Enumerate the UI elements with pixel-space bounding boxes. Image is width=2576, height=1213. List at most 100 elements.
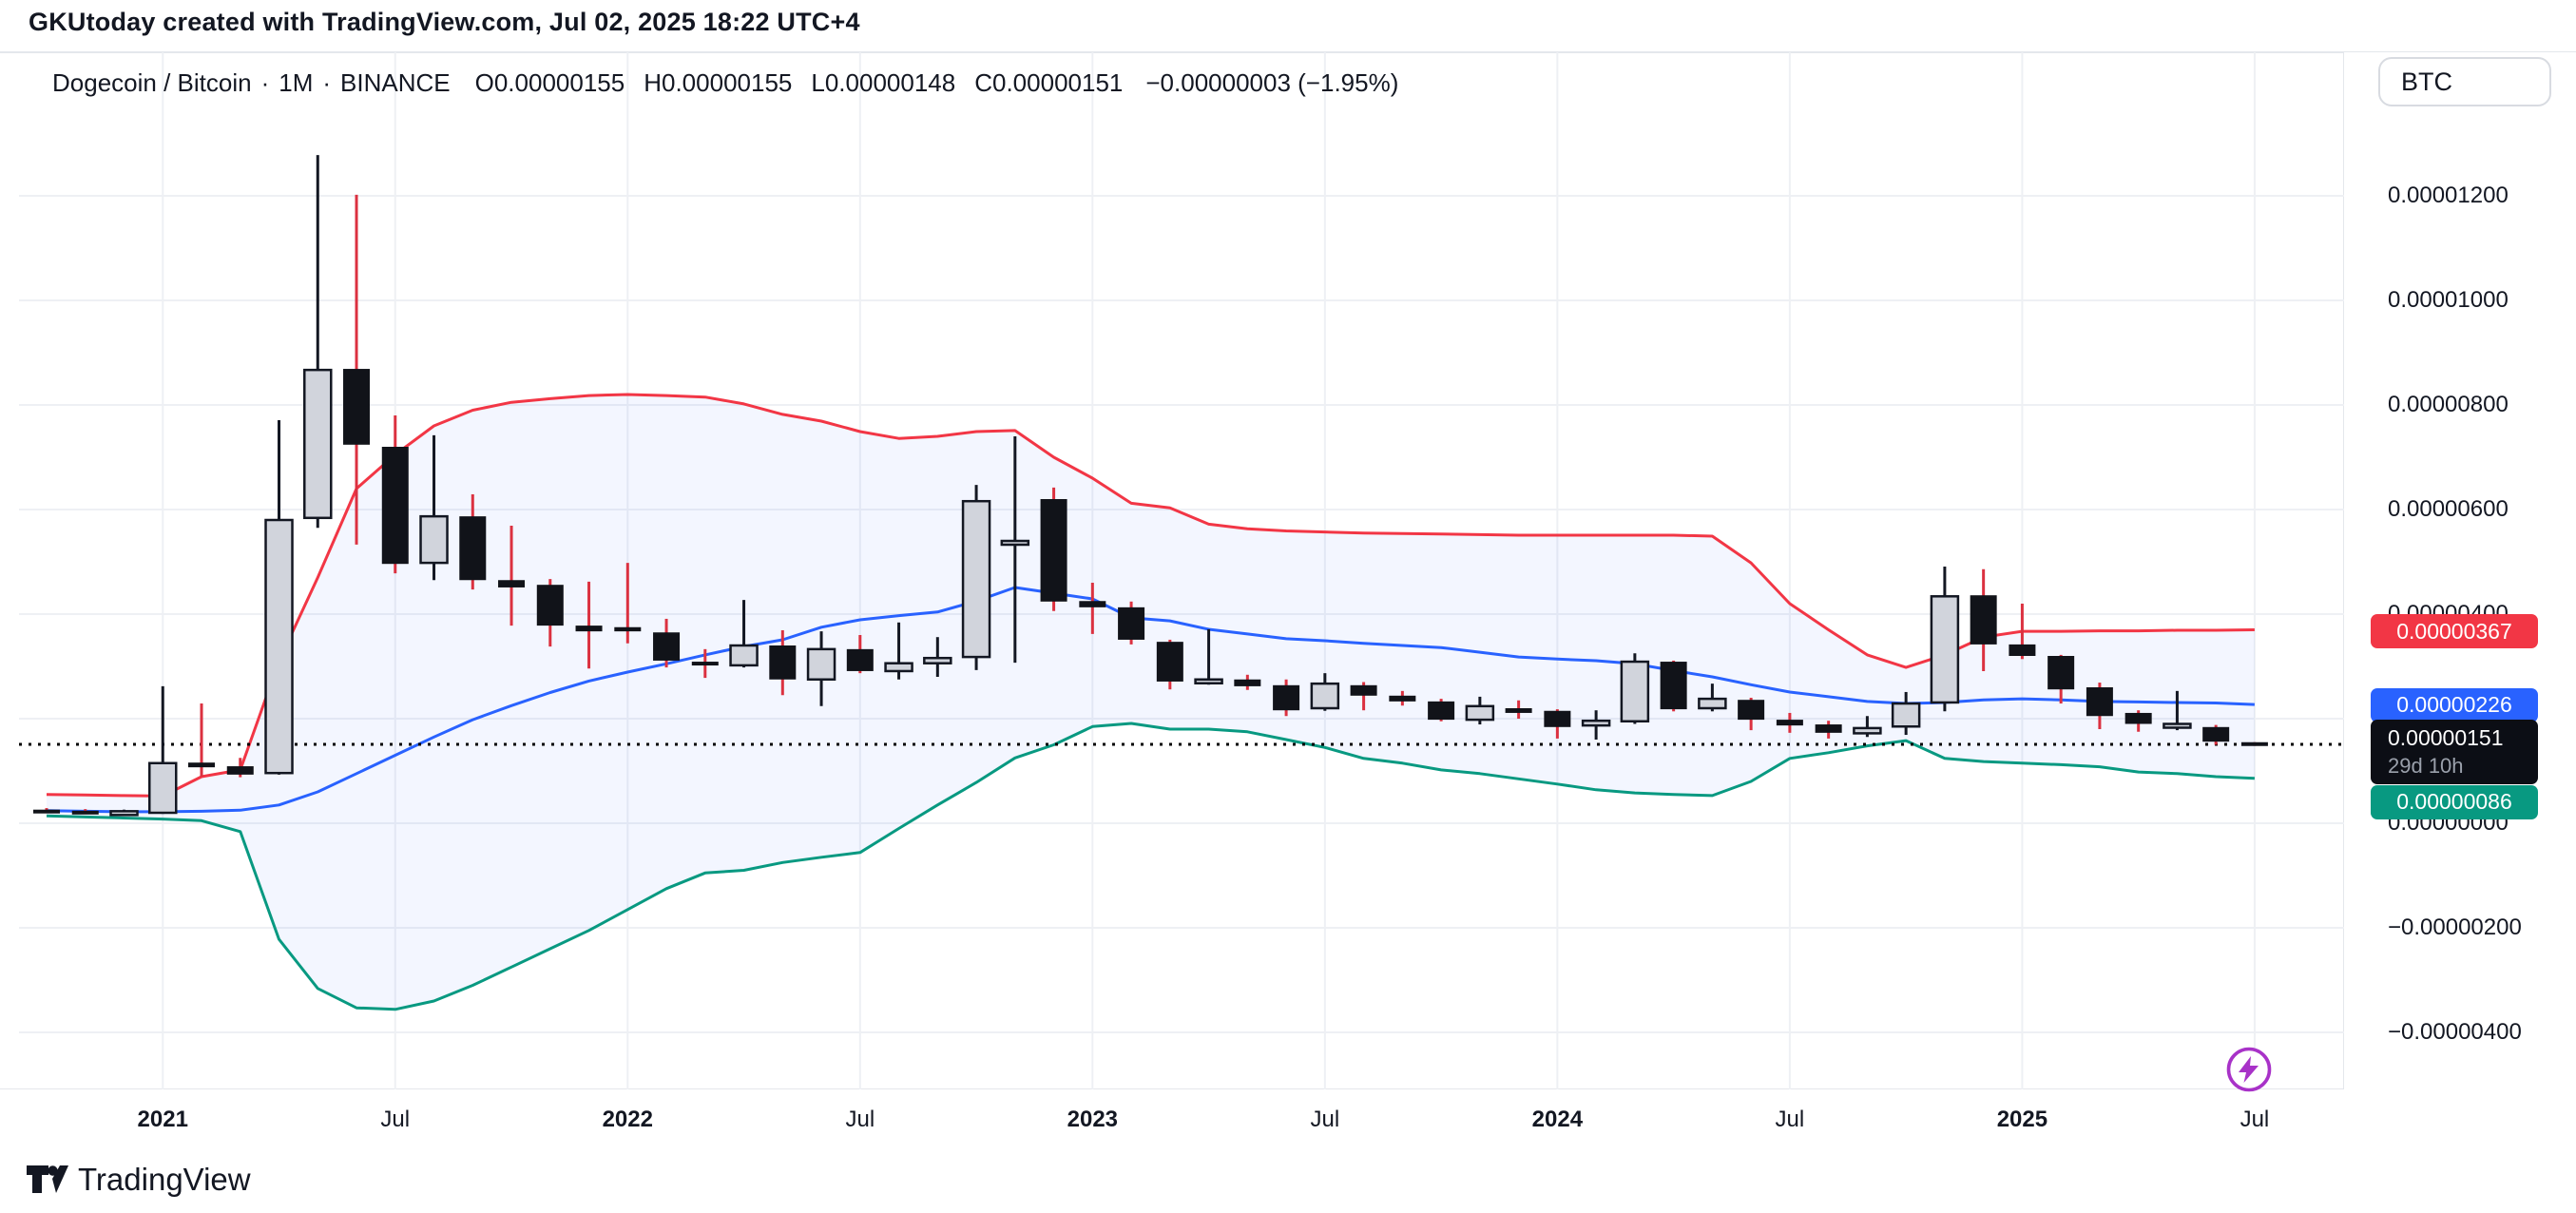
page-title: GKUtoday created with TradingView.com, J…: [29, 8, 860, 36]
candle-2021-03: [226, 758, 254, 778]
bollinger-upper-badge: 0.00000367: [2371, 614, 2538, 649]
candle-2022-01: [614, 563, 642, 644]
price-tick-label: 0.00000600: [2388, 496, 2509, 522]
candle-2022-05: [769, 630, 797, 696]
time-axis[interactable]: 2021 Jul 2022 Jul 2023 Jul 2024 Jul 2025 Jul: [0, 1089, 2576, 1150]
candle-2024-10: [1891, 691, 1921, 736]
time-tick-label: 2021: [137, 1107, 188, 1132]
candle-2024-09: [1853, 716, 1882, 738]
candle-2025-04: [2124, 710, 2152, 732]
candle-2023-01: [1079, 583, 1106, 634]
tradingview-logo-icon[interactable]: [27, 1164, 68, 1204]
candle-2023-09: [1389, 690, 1416, 706]
candle-2023-08: [1350, 682, 1377, 711]
candle-2025-01: [2009, 604, 2036, 660]
candle-2024-06: [1738, 698, 1765, 731]
candle-2021-05: [303, 155, 333, 529]
time-tick-label: Jul: [1310, 1107, 1340, 1132]
candle-2023-12: [1505, 700, 1532, 719]
candle-2024-07: [1776, 712, 1803, 733]
candle-2024-04: [1660, 660, 1687, 712]
candle-2022-06: [806, 631, 836, 706]
bar-countdown: 29d 10h: [2388, 753, 2464, 778]
candle-2024-12: [1970, 568, 1997, 671]
currency-label: BTC: [2401, 67, 2452, 96]
time-tick-label: 2023: [1067, 1107, 1119, 1132]
candle-2021-08: [419, 434, 449, 581]
legend-separator: ·: [322, 68, 332, 97]
candle-2023-03: [1156, 639, 1183, 690]
low-value: 0.00000148: [824, 68, 956, 97]
bollinger-middle-badge: 0.00000226: [2371, 687, 2538, 722]
symbol-name[interactable]: Dogecoin / Bitcoin: [52, 68, 252, 97]
candle-2021-10: [498, 526, 526, 626]
price-tick-label: −0.00000400: [2388, 1019, 2522, 1045]
candle-2024-05: [1698, 684, 1727, 712]
candle-2022-07: [846, 635, 874, 674]
candle-2022-02: [653, 618, 681, 668]
currency-toggle-button[interactable]: BTC: [2378, 57, 2551, 106]
candle-2025-03: [2086, 683, 2113, 729]
price-tick-label: 0.00000800: [2388, 392, 2509, 417]
bollinger-upper-line: [46, 393, 2255, 798]
time-tick-label: Jul: [1775, 1107, 1805, 1132]
interval-label[interactable]: 1M: [279, 68, 314, 97]
candle-2021-12: [575, 581, 603, 669]
chart-legend: Dogecoin / Bitcoin · 1M · BINANCE O0.00000155…: [52, 68, 1398, 98]
low-label: L: [811, 68, 825, 97]
time-tick-label: 2025: [1996, 1107, 2048, 1132]
candle-2024-11: [1930, 566, 1960, 712]
candle-2021-06: [343, 194, 371, 545]
high-label: H: [644, 68, 662, 97]
bollinger-middle-line: [46, 586, 2255, 814]
change-value: −0.00000003 (−1.95%): [1145, 68, 1399, 97]
candle-2023-05: [1234, 674, 1261, 690]
candle-2024-02: [1581, 710, 1611, 740]
candle-2022-08: [884, 622, 913, 680]
candle-2023-02: [1118, 601, 1145, 645]
last-price-value: 0.00000151: [2388, 724, 2504, 750]
price-tick-label: 0.00001200: [2388, 183, 2509, 208]
candle-2021-07: [381, 415, 409, 574]
legend-separator: ·: [260, 68, 270, 97]
price-tick-label: −0.00000200: [2388, 915, 2522, 940]
time-tick-label: Jul: [845, 1107, 875, 1132]
candle-2024-08: [1815, 721, 1842, 739]
exchange-label[interactable]: BINANCE: [340, 68, 451, 97]
last-price-badge: 0.00000151 29d 10h: [2371, 719, 2538, 784]
price-axis[interactable]: 0.00000367 0.00000226 0.00000151 29d 10h…: [2344, 52, 2576, 1089]
candle-2025-07: [2240, 741, 2268, 746]
candle-2022-11: [1000, 436, 1030, 664]
candle-2021-01: [148, 685, 178, 815]
open-label: O: [474, 68, 494, 97]
bollinger-fill: [47, 395, 2255, 1010]
candle-2023-07: [1310, 673, 1340, 711]
time-tick-label: Jul: [2240, 1107, 2270, 1132]
time-tick-label: Jul: [380, 1107, 411, 1132]
candle-2022-09: [923, 637, 952, 677]
candle-2023-06: [1273, 679, 1300, 717]
footer-bar: TradingView: [0, 1150, 2576, 1213]
close-value: 0.00000151: [992, 68, 1124, 97]
candle-2021-11: [536, 579, 564, 647]
candle-2021-02: [188, 703, 216, 778]
candle-2020-12: [109, 809, 139, 817]
close-label: C: [974, 68, 992, 97]
candle-2021-09: [459, 494, 487, 590]
candle-2025-05: [2163, 690, 2192, 731]
candle-2022-03: [691, 648, 719, 679]
candle-2024-03: [1620, 653, 1650, 724]
candle-2023-04: [1194, 628, 1223, 685]
price-tick-label: 0.00001000: [2388, 287, 2509, 313]
candle-2020-11: [71, 809, 99, 815]
candle-2022-04: [729, 600, 759, 668]
time-tick-label: 2022: [602, 1107, 653, 1132]
tradingview-brand-text[interactable]: TradingView: [78, 1162, 251, 1197]
candle-2025-06: [2202, 724, 2230, 745]
candle-2023-10: [1428, 699, 1455, 722]
bollinger-lower-line: [46, 722, 2255, 1011]
time-tick-label: 2024: [1531, 1107, 1584, 1132]
flash-icon[interactable]: [2224, 1045, 2274, 1094]
candle-2024-01: [1544, 709, 1571, 739]
